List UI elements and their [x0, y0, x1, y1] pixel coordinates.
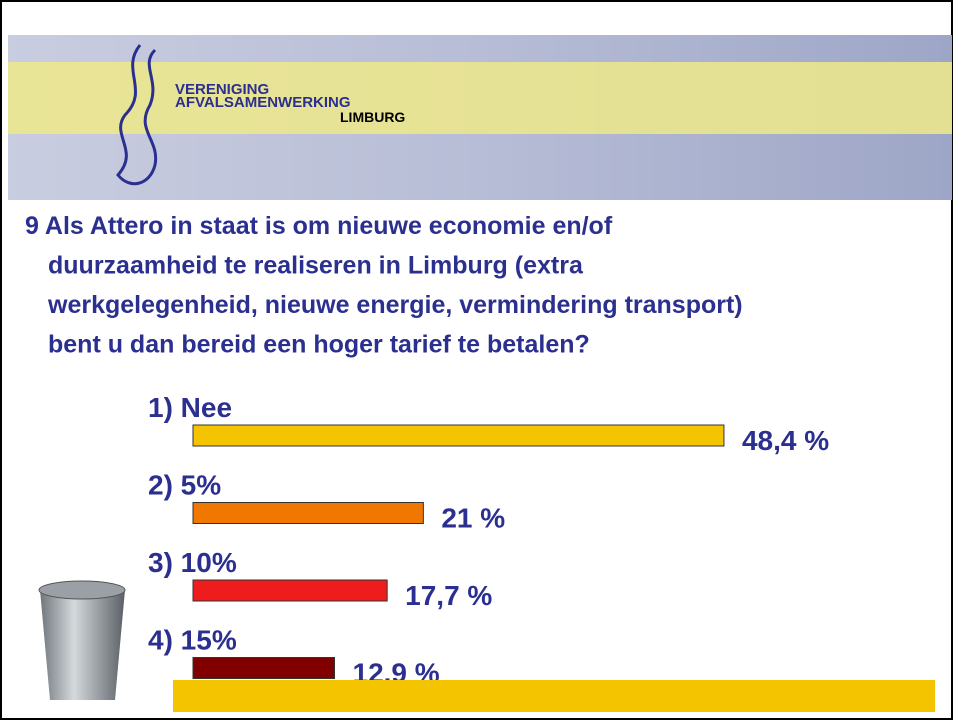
value-label: 21 % — [441, 503, 505, 534]
logo-river — [116, 44, 158, 186]
bucket — [40, 590, 125, 700]
category-label: 2) 5% — [148, 470, 221, 501]
logo-text: VERENIGING — [175, 81, 269, 98]
value-label: 17,7 % — [405, 580, 492, 611]
footer-bar — [173, 680, 935, 712]
bar — [192, 424, 725, 447]
logo-text: LIMBURG — [340, 109, 405, 125]
bucket-rim — [38, 580, 126, 600]
value-label: 48,4 % — [742, 425, 829, 456]
banner-stripe — [8, 62, 952, 134]
question-line: 9 Als Attero in staat is om nieuwe econo… — [25, 212, 613, 240]
logo-text: AFVALSAMENWERKING — [175, 94, 351, 111]
bar — [192, 657, 336, 679]
bar — [192, 502, 424, 524]
bar — [192, 579, 388, 602]
question-line: bent u dan bereid een hoger tarief te be… — [48, 331, 590, 359]
question-line: duurzaamheid te realiseren in Limburg (e… — [48, 252, 584, 280]
category-label: 1) Nee — [148, 392, 232, 423]
question-line: werkgelegenheid, nieuwe energie, vermind… — [47, 291, 743, 319]
category-label: 3) 10% — [148, 547, 237, 578]
category-label: 4) 15% — [148, 625, 237, 656]
